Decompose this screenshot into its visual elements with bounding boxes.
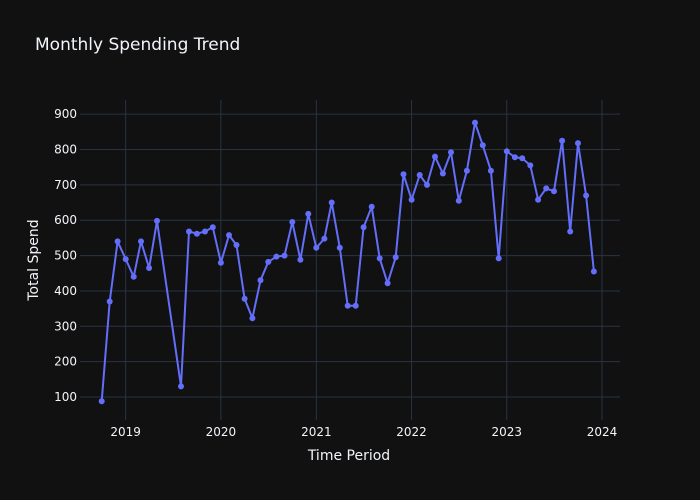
data-point <box>408 196 415 203</box>
data-point <box>344 302 351 309</box>
data-point <box>186 228 192 235</box>
data-point <box>226 232 232 239</box>
data-point <box>368 203 375 210</box>
data-point <box>146 265 153 271</box>
data-point <box>114 238 121 245</box>
data-point <box>439 170 446 177</box>
data-point <box>297 256 304 263</box>
data-point <box>551 188 557 195</box>
y-tick-label: 100 <box>54 390 77 404</box>
data-point <box>448 149 454 156</box>
data-point <box>559 137 566 144</box>
data-point <box>575 140 581 147</box>
data-point <box>193 230 200 237</box>
data-point <box>106 298 113 305</box>
data-point <box>321 235 328 242</box>
data-point <box>543 185 550 192</box>
data-point <box>98 398 105 405</box>
data-point <box>535 196 542 203</box>
data-point <box>289 219 296 225</box>
data-point <box>392 254 399 261</box>
y-tick-label: 700 <box>54 178 77 192</box>
data-point <box>376 255 383 262</box>
data-point <box>305 210 312 217</box>
data-point <box>455 197 462 204</box>
x-tick-label: 2023 <box>492 425 523 439</box>
y-tick-label: 400 <box>54 284 77 298</box>
y-tick-label: 800 <box>54 143 77 157</box>
data-point <box>281 252 288 259</box>
data-point <box>463 167 470 174</box>
series-line <box>100 121 595 402</box>
data-point <box>511 154 518 161</box>
data-point <box>313 244 320 251</box>
data-point <box>154 217 160 224</box>
x-tick-label: 2019 <box>110 425 141 439</box>
data-point <box>416 172 423 178</box>
data-point <box>519 155 526 162</box>
y-tick-label: 900 <box>54 107 77 121</box>
y-tick-label: 500 <box>54 249 77 263</box>
data-point <box>273 253 280 260</box>
y-axis-title: Total Spend <box>26 219 42 301</box>
data-point <box>178 383 184 390</box>
data-point <box>472 119 478 126</box>
data-point <box>257 277 264 284</box>
x-tick-label: 2020 <box>206 425 237 439</box>
data-point <box>122 256 129 263</box>
data-point <box>138 238 144 245</box>
data-point <box>130 273 137 280</box>
x-axis-title: Time Period <box>307 448 390 464</box>
x-tick-label: 2024 <box>587 425 618 439</box>
data-point <box>479 142 486 149</box>
data-point <box>384 280 391 287</box>
data-point <box>336 244 343 251</box>
data-point <box>400 171 407 178</box>
data-point <box>583 192 590 199</box>
data-point <box>503 148 510 155</box>
x-tick-label: 2021 <box>301 425 332 439</box>
y-tick-label: 600 <box>54 213 77 227</box>
data-point <box>487 167 494 174</box>
tick-labels: 100 200 300 400 500 600 700 800 900 2019 2020 2021 2… <box>54 107 617 439</box>
data-point <box>265 258 272 265</box>
chart-title: Monthly Spending Trend <box>35 35 240 55</box>
data-point <box>249 315 256 322</box>
y-tick-label: 200 <box>54 355 77 369</box>
data-point <box>360 224 367 231</box>
data-point <box>432 153 438 160</box>
data-point <box>527 162 534 169</box>
data-point <box>202 228 208 235</box>
data-point <box>217 259 224 266</box>
data-point <box>241 295 248 302</box>
data-point <box>233 242 240 248</box>
data-point <box>567 228 574 235</box>
data-point <box>352 302 359 309</box>
data-point <box>209 224 216 231</box>
data-point <box>424 181 430 188</box>
data-point <box>590 268 597 275</box>
data-point <box>495 255 502 262</box>
x-tick-label: 2022 <box>396 425 427 439</box>
y-tick-label: 300 <box>54 319 77 333</box>
grid <box>80 100 620 420</box>
series-layer <box>98 119 597 405</box>
data-point <box>328 199 335 206</box>
